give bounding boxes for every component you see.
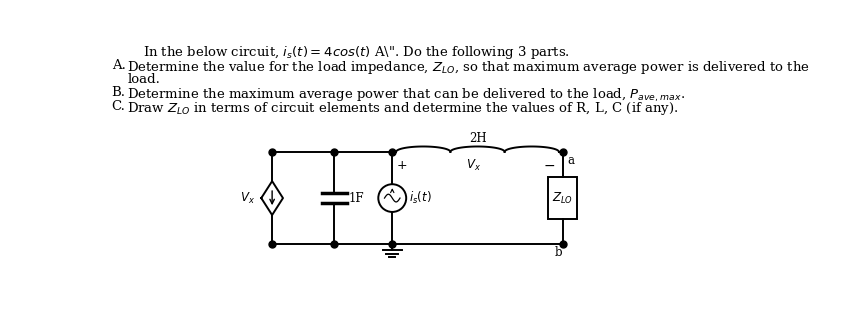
Text: $Z_{LO}$: $Z_{LO}$ [552, 191, 573, 206]
Text: 2H: 2H [468, 131, 486, 144]
Text: $i_s(t)$: $i_s(t)$ [409, 190, 432, 206]
Text: +: + [397, 159, 408, 172]
Text: Determine the maximum average power that can be delivered to the load, $P_{ave,m: Determine the maximum average power that… [127, 87, 685, 104]
Text: load.: load. [127, 73, 160, 86]
Text: a: a [567, 154, 575, 167]
Text: Draw $Z_{LO}$ in terms of circuit elements and determine the values of R, L, C (: Draw $Z_{LO}$ in terms of circuit elemen… [127, 100, 679, 117]
Text: −: − [544, 159, 555, 173]
Text: C.: C. [111, 100, 126, 112]
Text: In the below circuit, $i_s(t) = 4cos(t)$ A\". Do the following 3 parts.: In the below circuit, $i_s(t) = 4cos(t)$… [143, 44, 570, 61]
Text: b: b [555, 246, 563, 259]
Text: A.: A. [111, 59, 126, 72]
Text: $V_x$: $V_x$ [240, 191, 255, 206]
Text: B.: B. [111, 87, 126, 100]
Text: 1F: 1F [349, 191, 365, 204]
Text: $V_x$: $V_x$ [466, 158, 481, 173]
Text: Determine the value for the load impedance, $Z_{LO}$, so that maximum average po: Determine the value for the load impedan… [127, 59, 810, 76]
Bar [548, 177, 577, 219]
